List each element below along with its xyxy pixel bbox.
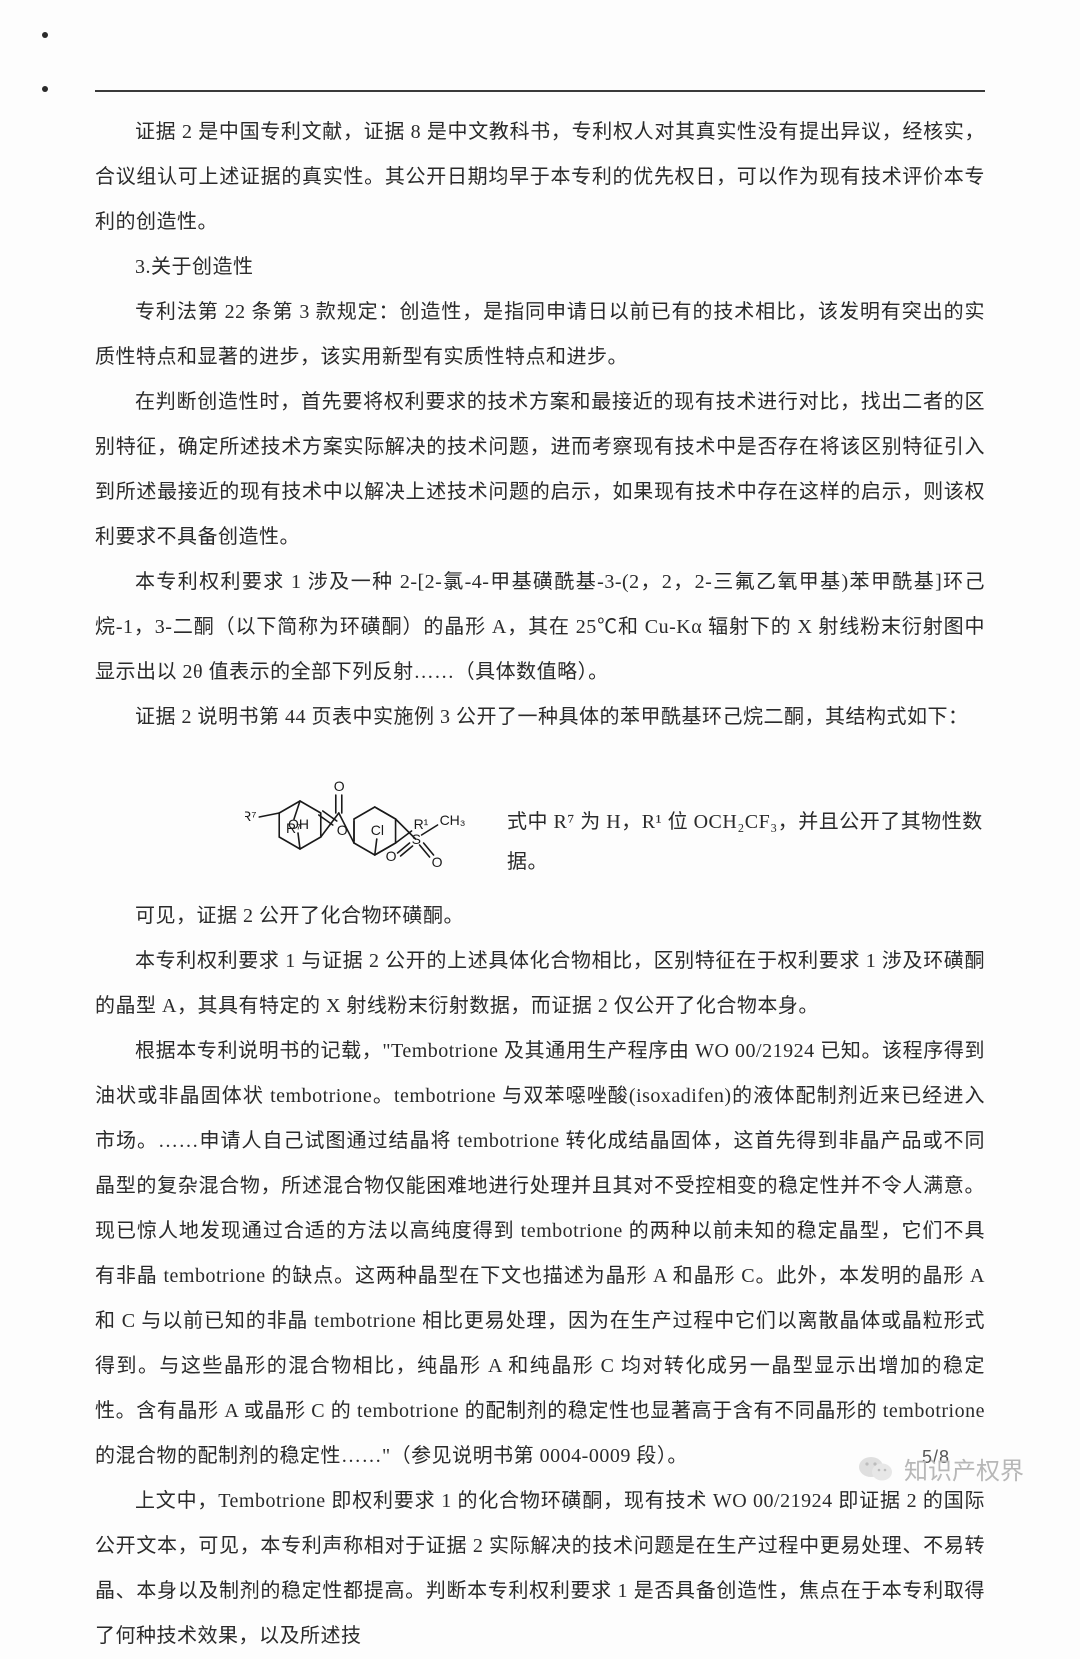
section-heading: 3.关于创造性 — [95, 245, 985, 290]
paragraph: 证据 2 是中国专利文献，证据 8 是中文教科书，专利权人对其真实性没有提出异议… — [95, 110, 985, 245]
svg-text:S: S — [412, 831, 421, 847]
svg-text:O: O — [334, 778, 345, 794]
horizontal-rule — [95, 90, 985, 92]
watermark: 知识产权界 — [858, 1451, 1024, 1486]
watermark-text: 知识产权界 — [904, 1451, 1024, 1486]
paragraph: 在判断创造性时，首先要将权利要求的技术方案和最接近的现有技术进行对比，找出二者的… — [95, 380, 985, 560]
svg-text:O: O — [386, 848, 397, 864]
svg-text:R⁷: R⁷ — [245, 808, 256, 824]
svg-text:R⁷: R⁷ — [286, 820, 301, 836]
svg-text:R¹: R¹ — [414, 816, 429, 832]
svg-text:Cl: Cl — [371, 822, 384, 838]
paragraph: 本专利权利要求 1 与证据 2 公开的上述具体化合物相比，区别特征在于权利要求 … — [95, 939, 985, 1029]
paragraph: 上文中，Tembotrione 即权利要求 1 的化合物环磺酮，现有技术 WO … — [95, 1479, 985, 1659]
paragraph: 证据 2 说明书第 44 页表中实施例 3 公开了一种具体的苯甲酰基环己烷二酮，… — [95, 695, 985, 740]
paragraph: 专利法第 22 条第 3 款规定：创造性，是指同申请日以前已有的技术相比，该发明… — [95, 290, 985, 380]
figure-row: OHR⁷R⁷OOClR¹SCH₃OO 式中 R⁷ 为 H，R¹ 位 OCH₂CF… — [95, 750, 985, 890]
svg-text:O: O — [432, 854, 443, 870]
paragraph: 本专利权利要求 1 涉及一种 2-[2-氯-4-甲基磺酰基-3-(2，2，2-三… — [95, 560, 985, 695]
paragraph: 根据本专利说明书的记载，"Tembotrione 及其通用生产程序由 WO 00… — [95, 1029, 985, 1479]
document-page: 证据 2 是中国专利文献，证据 8 是中文教科书，专利权人对其真实性没有提出异议… — [0, 0, 1080, 1659]
svg-text:O: O — [337, 822, 348, 838]
svg-text:CH₃: CH₃ — [440, 812, 466, 828]
scan-artifact-dot — [42, 86, 48, 92]
paragraph: 可见，证据 2 公开了化合物环磺酮。 — [95, 894, 985, 939]
chemical-structure-figure: OHR⁷R⁷OOClR¹SCH₃OO — [245, 750, 495, 890]
scan-artifact-dot — [42, 32, 48, 38]
figure-caption: 式中 R⁷ 为 H，R¹ 位 OCH₂CF₃，并且公开了其物性数据。 — [495, 802, 985, 890]
wechat-icon — [858, 1454, 894, 1484]
